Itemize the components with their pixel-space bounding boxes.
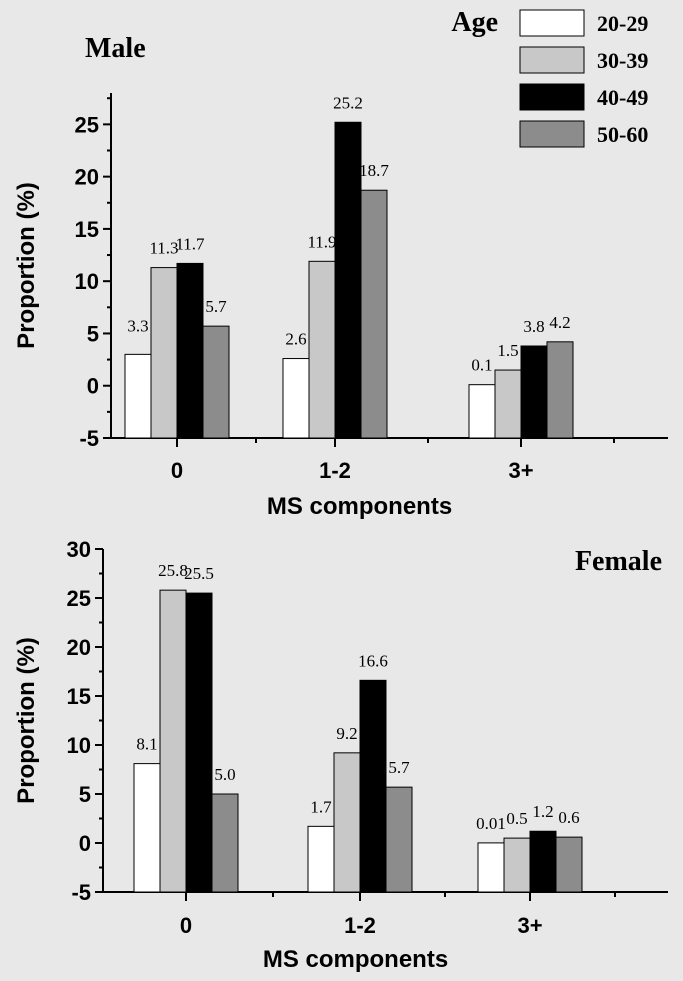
- bar-30-39-1-2: [333, 752, 361, 893]
- bar-50-60-1-2: [360, 189, 388, 439]
- legend: Age 20-29 30-39 40-49 50-60: [451, 7, 648, 148]
- legend-title: Age: [451, 7, 498, 38]
- bar-30-39-0: [150, 267, 178, 439]
- data-label: 11.3: [149, 239, 178, 258]
- data-label: 1.7: [310, 797, 332, 816]
- data-label: 11.7: [175, 234, 205, 253]
- bar-20-29-3+: [477, 842, 505, 893]
- y-tick-label: 5: [87, 321, 99, 346]
- data-label: 18.7: [359, 161, 389, 180]
- data-label: 1.5: [497, 341, 518, 360]
- y-tick-label: -5: [79, 426, 99, 451]
- data-label: 8.1: [136, 735, 157, 754]
- y-tick-label: 0: [79, 831, 91, 856]
- bar-40-49-0: [185, 592, 213, 893]
- legend-label-40-49: 40-49: [597, 85, 648, 110]
- data-label: 5.7: [388, 758, 410, 777]
- bar-20-29-1-2: [307, 825, 335, 893]
- data-label: 3.3: [127, 316, 148, 335]
- x-tick-label: 0: [180, 913, 192, 938]
- bar-20-29-3+: [468, 384, 496, 439]
- data-label: 0.1: [471, 356, 492, 375]
- data-label: 5.0: [214, 765, 235, 784]
- y-tick-label: -5: [71, 880, 91, 905]
- bar-20-29-1-2: [282, 358, 310, 439]
- bar-30-39-0: [159, 589, 187, 893]
- legend-swatch-20-29: [519, 9, 585, 37]
- bar-30-39-1-2: [308, 260, 336, 439]
- bar-50-60-3+: [555, 836, 583, 893]
- x-tick-label: 3+: [508, 458, 533, 483]
- legend-swatch-30-39: [519, 46, 585, 74]
- data-label: 25.5: [184, 564, 214, 583]
- x-axis-title: MS components: [263, 946, 448, 973]
- data-label: 1.2: [532, 802, 553, 821]
- panel-title: Male: [85, 33, 146, 64]
- data-label: 9.2: [336, 724, 357, 743]
- bar-20-29-0: [133, 763, 161, 893]
- y-tick-label: 15: [67, 684, 91, 709]
- data-label: 5.7: [205, 297, 227, 316]
- y-tick-label: 0: [87, 374, 99, 399]
- legend-label-30-39: 30-39: [597, 48, 648, 73]
- bar-50-60-0: [211, 793, 239, 893]
- bar-50-60-3+: [546, 341, 574, 439]
- x-tick-label: 0: [171, 458, 183, 483]
- data-label: 25.2: [333, 93, 363, 112]
- y-axis-title: Proportion (%): [13, 182, 40, 349]
- y-tick-label: 10: [67, 733, 91, 758]
- bar-50-60-0: [202, 325, 230, 439]
- male-panel: Male -5 0 5 10 15 20 25 0 1-2 3+ MS components Propo…: [13, 33, 668, 520]
- female-panel: Female -5 0 5 10 15 20 25 30 0 1-2 3+ MS components P…: [13, 537, 668, 973]
- y-tick-label: 20: [67, 635, 91, 660]
- data-label: 4.2: [549, 313, 570, 332]
- y-tick-label: 25: [75, 112, 99, 137]
- y-axis-title: Proportion (%): [13, 637, 40, 804]
- data-label: 3.8: [523, 317, 544, 336]
- bar-40-49-3+: [520, 345, 548, 439]
- bar-20-29-0: [124, 353, 152, 439]
- data-label: 25.8: [158, 561, 188, 580]
- y-tick-label: 30: [67, 537, 91, 562]
- x-tick-label: 1-2: [344, 913, 376, 938]
- bar-40-49-3+: [529, 830, 557, 893]
- x-tick-label: 3+: [517, 913, 542, 938]
- panel-title: Female: [575, 546, 662, 577]
- data-label: 11.9: [307, 232, 336, 251]
- bar-40-49-1-2: [334, 121, 362, 439]
- y-tick-label: 15: [75, 217, 99, 242]
- data-label: 16.6: [358, 651, 388, 670]
- bar-30-39-3+: [494, 369, 522, 439]
- data-label: 0.01: [476, 814, 506, 833]
- legend-swatch-40-49: [519, 83, 585, 111]
- legend-label-50-60: 50-60: [597, 122, 648, 147]
- y-tick-label: 20: [75, 165, 99, 190]
- y-tick-label: 5: [79, 782, 91, 807]
- data-label: 0.5: [506, 809, 527, 828]
- legend-label-20-29: 20-29: [597, 11, 648, 36]
- data-label: 0.6: [558, 808, 579, 827]
- x-axis-title: MS components: [267, 493, 452, 520]
- bar-40-49-0: [176, 262, 204, 439]
- y-tick-label: 25: [67, 586, 91, 611]
- y-tick-label: 10: [75, 269, 99, 294]
- data-label: 2.6: [285, 330, 306, 349]
- bar-30-39-3+: [503, 837, 531, 893]
- x-tick-label: 1-2: [319, 458, 351, 483]
- legend-swatch-50-60: [519, 120, 585, 148]
- bar-40-49-1-2: [359, 679, 387, 893]
- bar-50-60-1-2: [385, 786, 413, 893]
